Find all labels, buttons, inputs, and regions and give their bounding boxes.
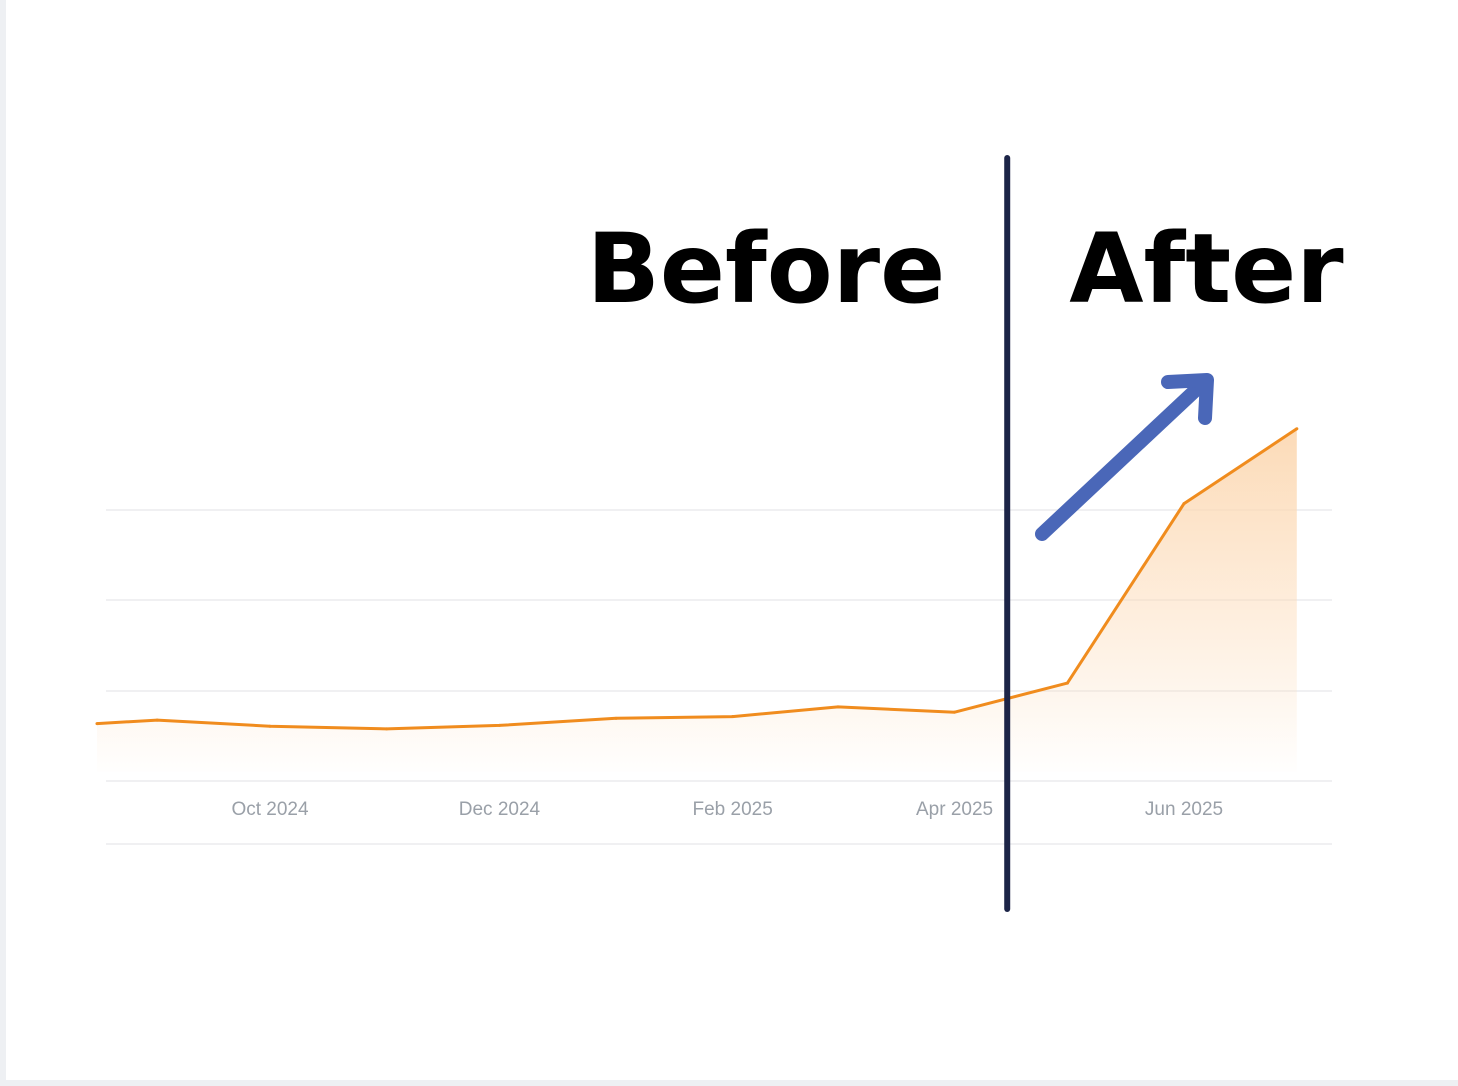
x-tick-label: Feb 2025 (692, 799, 772, 820)
x-tick-label: Oct 2024 (231, 799, 309, 820)
x-tick-label: Dec 2024 (459, 799, 541, 820)
data-point (953, 710, 957, 714)
series-line (96, 427, 1298, 731)
data-point (1182, 502, 1186, 506)
arrow-shaft (1035, 379, 1207, 541)
area-fill (97, 428, 1297, 772)
after-label: After (1069, 213, 1344, 325)
x-tick-label: Jun 2025 (1145, 799, 1223, 820)
data-point (1065, 681, 1069, 685)
before-label: Before (587, 213, 945, 325)
data-point (497, 723, 501, 727)
data-point (731, 715, 735, 719)
data-point (155, 718, 159, 722)
series-points (95, 427, 1299, 731)
data-point (268, 724, 272, 728)
trend-up-arrow-icon (1035, 373, 1214, 541)
data-point (1295, 427, 1299, 431)
data-point (614, 716, 618, 720)
data-point (95, 722, 99, 726)
data-point (836, 705, 840, 709)
arrow-head (1161, 373, 1214, 425)
data-point (385, 727, 389, 731)
x-axis: Oct 2024 Dec 2024 Feb 2025 Apr 2025 Jun 2025 (231, 799, 1223, 820)
x-tick-label: Apr 2025 (916, 799, 993, 820)
